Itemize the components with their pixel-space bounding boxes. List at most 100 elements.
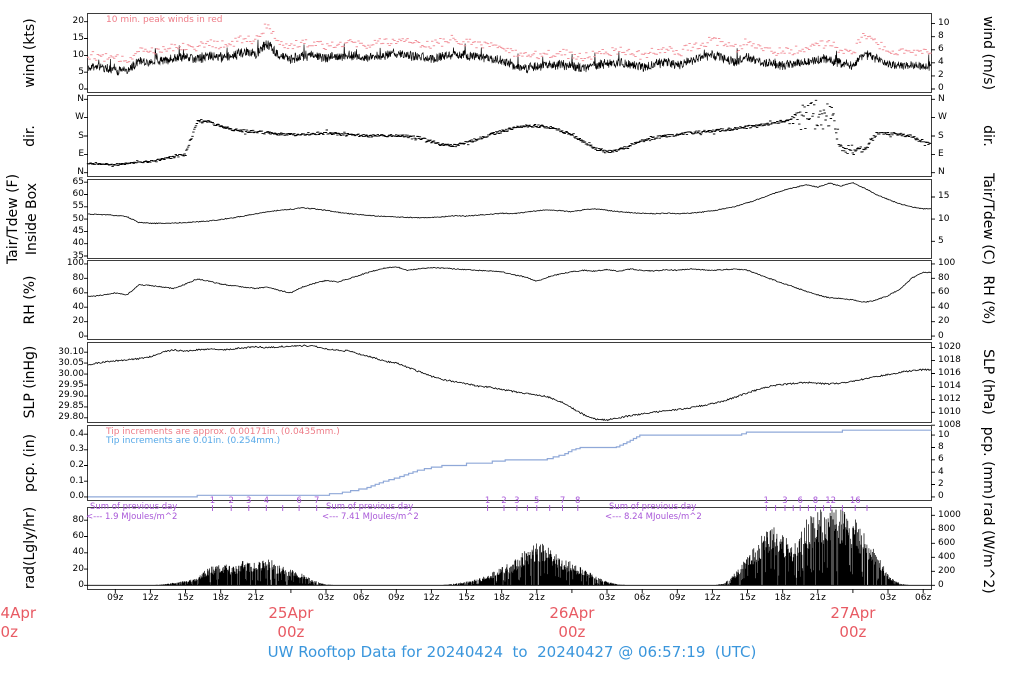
temp-ytick-left: 35 [72,250,84,261]
x-date-label: 26Apr 00z [549,604,595,641]
wind-annotation: 10 min. peak winds in red [106,15,223,25]
x-date-label: 25Apr 00z [268,604,314,641]
page-title: UW Rooftop Data for 20240424 to 20240427… [267,643,757,661]
rad-ytick-left: 80 [72,514,84,525]
dir-ytick-right: S [938,130,944,141]
cum-mjoule-label: 12 [825,496,837,506]
x-hour-label: 06z [353,593,370,603]
rad-ytick-right: 800 [938,523,956,534]
dir-ytick-right: E [938,148,944,159]
pcp-ytick-left: 0.3 [69,444,84,455]
x-hour-label: 12z [423,593,440,603]
x-hour-label: 18z [212,593,229,603]
sum-previous-day-value: <--- 7.41 MJoules/m^2 [322,512,419,522]
x-hour-label: 06z [915,593,932,603]
pcp-plot [84,429,935,498]
sum-previous-day-label: Sum of previous day [90,502,178,512]
pcp-ytick-right: 6 [938,454,944,465]
wind-ytick-left: 5 [78,66,84,77]
cum-mjoule-label: 5 [534,496,540,506]
x-hour-label: 12z [704,593,721,603]
pcp-ytick-right: 4 [938,466,944,477]
pcp-left-axis-title: pcp. (in) [22,433,38,493]
dir-right-axis-title: dir. [980,125,996,147]
x-hour-label: 12z [142,593,159,603]
rad-left-axis-title: rad(Lgly/hr) [22,506,38,590]
wind-ytick-right: 10 [938,18,950,29]
rh-ytick-right: 100 [938,258,956,269]
slp-ytick-right: 1020 [938,342,961,353]
rh-ytick-left: 60 [72,287,84,298]
slp-ytick-right: 1012 [938,393,961,404]
x-hour-label: 09z [107,593,124,603]
x-date-label-24apr: 24Apr 00z [0,604,37,641]
wind-ytick-left: 20 [72,16,84,27]
wind-ytick-right: 6 [938,44,944,55]
dir-ytick-left: N [77,93,84,104]
x-hour-label: 03z [879,593,897,603]
rad-ytick-right: 600 [938,537,956,548]
rh-ytick-left: 100 [66,258,84,269]
x-hour-label: 06z [634,593,651,603]
dir-ytick-left: N [77,167,84,178]
pcp-annotation: Tip increments are approx. 0.00171in. (0… [106,427,340,437]
rh-left-axis-title: RH (%) [22,275,38,325]
pcp-ytick-left: 0.1 [69,475,84,486]
slp-ytick-left: 30.10 [58,346,84,357]
dir-ytick-left: S [78,130,84,141]
temp-ytick-left: 50 [72,213,84,224]
wind-plot [84,21,935,90]
x-hour-label: 15z [739,593,756,603]
x-hour-label: 03z [317,593,335,603]
x-date-label: 27Apr 00z [830,604,876,641]
cum-mjoule-label: 8 [575,496,581,506]
cum-mjoule-label: 3 [782,496,788,506]
rad-plot [84,505,935,593]
dir-ytick-right: N [938,167,945,178]
x-hour-label: 21z [247,593,264,603]
slp-ytick-right: 1014 [938,380,961,391]
cum-mjoule-label: 1 [209,496,216,506]
cum-mjoule-label: 2 [501,496,507,506]
rad-ytick-right: 400 [938,551,956,562]
x-hour-label: 18z [774,593,791,603]
x-hour-label: 09z [669,593,686,603]
pcp-ytick-left: 0.4 [69,428,84,439]
x-hour-label: 21z [528,593,545,603]
panel-wind [84,13,935,93]
panel-temp [84,179,935,259]
wind-right-axis-title: wind (m/s) [980,15,996,91]
slp-ytick-left: 29.80 [58,412,84,423]
x-hour-label: 03z [598,593,616,603]
rh-ytick-left: 80 [72,272,84,283]
rad-right-axis-title: rad (W/m^2) [980,502,996,594]
panel-pcp [84,425,935,501]
panel-rh [84,260,935,340]
slp-ytick-left: 30.05 [58,357,84,368]
pcp-ytick-left: 0.0 [69,491,84,502]
dir-ytick-left: E [78,148,84,159]
temp-right-axis-title: Tair/Tdew (C) [980,173,996,265]
dir-ytick-right: W [938,112,947,123]
panel-slp [84,342,935,426]
temp-ytick-left: 40 [72,238,84,249]
rh-ytick-right: 60 [938,287,950,298]
temp-plot [84,181,935,257]
sum-previous-day-label: Sum of previous day [609,502,697,512]
cum-mjoule-label: 3 [246,496,252,506]
wind-ytick-right: 2 [938,70,944,81]
rad-ytick-left: 20 [72,563,84,574]
rh-ytick-right: 20 [938,316,950,327]
rh-ytick-left: 0 [78,330,84,341]
slp-left-axis-title: SLP (inHg) [22,345,38,419]
temp-ytick-left: 60 [72,189,84,200]
slp-ytick-right: 1016 [938,368,961,378]
x-hour-label: 09z [388,593,405,603]
wind-ytick-left: 15 [72,33,84,44]
rh-ytick-right: 80 [938,272,950,283]
rad-ytick-left: 40 [72,547,84,558]
temp-ytick-right: 10 [938,213,950,224]
rh-ytick-left: 20 [72,316,84,327]
sum-previous-day-value: <--- 1.9 MJoules/m^2 [86,512,178,522]
pcp-annotation: Tip increments are 0.01in. (0.254mm.) [106,436,281,446]
